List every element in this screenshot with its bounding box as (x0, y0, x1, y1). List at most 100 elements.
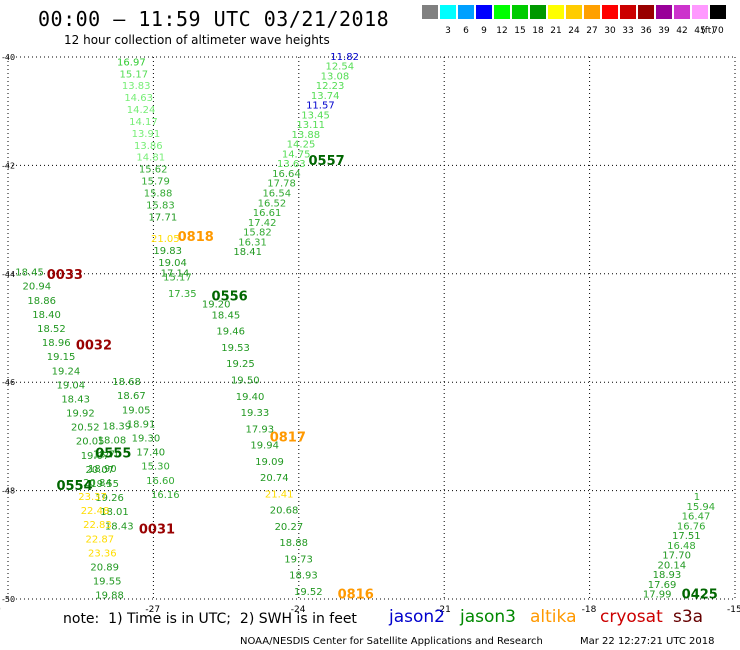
wave-height-value: 15.30 (141, 462, 170, 473)
wave-height-value: 19.05 (122, 405, 151, 416)
wave-height-value: 18.41 (233, 247, 262, 258)
wave-height-value: 13.88 (292, 130, 321, 141)
wave-height-value: 18.86 (27, 296, 56, 307)
wave-height-value: 19.55 (90, 479, 119, 490)
wave-height-value: 19.83 (153, 246, 182, 257)
scale-label: 33 (622, 26, 634, 36)
pass-time-label: 0033 (47, 268, 83, 283)
wave-height-value: 1 (694, 492, 700, 503)
chart-subtitle: 12 hour collection of altimeter wave hei… (64, 33, 330, 47)
pass-time-label: 0557 (308, 154, 344, 169)
wave-height-value: 19.52 (294, 587, 323, 598)
x-tick-label: -18 (582, 605, 597, 615)
wave-height-value: 17.69 (648, 580, 677, 591)
wave-height-value: 13.83 (122, 81, 151, 92)
wave-height-value: 19.50 (231, 375, 260, 386)
wave-height-value: 21.41 (265, 489, 294, 500)
wave-height-value: 17.14 (161, 269, 190, 280)
scale-swatch (548, 5, 564, 19)
wave-height-value: 18.08 (98, 436, 127, 447)
wave-height-value: 15.94 (687, 502, 716, 513)
y-tick-label: -48 (2, 487, 15, 496)
pass-time-label: 0425 (682, 588, 718, 603)
wave-height-value: 17.99 (643, 590, 672, 601)
scale-label: 42 (676, 26, 688, 36)
scale-label: 30 (604, 26, 616, 36)
footer-note: note: 1) Time is in UTC; 2) SWH is in fe… (63, 611, 357, 627)
scale-label: 70 (712, 26, 724, 36)
wave-height-value: 18.52 (37, 324, 66, 335)
y-tick-label: -46 (2, 378, 15, 387)
wave-height-value: 15.82 (243, 228, 272, 239)
pass-time-label: 0818 (178, 230, 214, 245)
wave-height-value: 14.24 (127, 105, 156, 116)
wave-height-value: 18.45 (15, 268, 44, 279)
pass-time-label: 0032 (76, 338, 112, 353)
wave-height-value: 20.84 (83, 478, 112, 489)
y-tick-label: -50 (2, 595, 15, 604)
wave-height-value: 20.74 (260, 473, 289, 484)
wave-height-value: 19.25 (226, 359, 255, 370)
pass-time-label: 0555 (95, 447, 131, 462)
satellite-name: jason3 (460, 607, 516, 627)
scale-swatch (620, 5, 636, 19)
wave-height-value: 16.48 (667, 541, 696, 552)
wave-height-value: 18.68 (112, 377, 141, 388)
wave-height-value: 19.15 (47, 352, 76, 363)
scale-swatch (440, 5, 456, 19)
scale-label: 24 (568, 26, 580, 36)
wave-height-value: 20.27 (275, 522, 304, 533)
scale-label: 36 (640, 26, 652, 36)
wave-height-value: 19.92 (66, 409, 95, 420)
wave-height-value: 19.73 (284, 554, 313, 565)
wave-height-value: 14.25 (287, 140, 316, 151)
pass-time-label: 0554 (56, 479, 92, 494)
wave-height-value: 19.07 (81, 451, 110, 462)
satellite-name: jason2 (389, 607, 445, 627)
wave-height-value: 13.91 (132, 129, 161, 140)
wave-height-value: 13.11 (296, 120, 325, 131)
wave-height-value: 20.07 (86, 465, 115, 476)
wave-height-value: 18.70 (93, 450, 122, 461)
wave-height-value: 14.75 (282, 149, 311, 160)
wave-height-value: 17.51 (672, 531, 701, 542)
scale-label: 21 (550, 26, 562, 36)
wave-height-value: 12.54 (325, 62, 354, 73)
x-tick-label: -15 (727, 605, 740, 615)
wave-height-value: 16.97 (117, 57, 146, 68)
wave-height-value: 17.71 (149, 212, 178, 223)
wave-height-value: 15.88 (144, 189, 173, 200)
wave-height-value: 20.52 (71, 423, 100, 434)
wave-height-value: 16.61 (253, 208, 282, 219)
wave-height-value: 19.46 (216, 327, 245, 338)
wave-height-value: 22.87 (86, 534, 115, 545)
wave-height-value: 17.42 (248, 218, 277, 229)
wave-height-value: 20.68 (270, 506, 299, 517)
wave-height-value: 18.90 (88, 464, 117, 475)
wave-height-value: 15.17 (119, 69, 148, 80)
scale-label: 45 (694, 26, 706, 36)
wave-height-value: 16.64 (272, 169, 301, 180)
scale-label: 6 (463, 26, 469, 36)
wave-height-value: 18.93 (653, 570, 682, 581)
wave-height-value: 16.54 (262, 189, 291, 200)
wave-height-value: 17.93 (245, 424, 274, 435)
wave-height-value: 17.35 (168, 289, 197, 300)
wave-height-value: 13.63 (277, 159, 306, 170)
wave-height-value: 13.74 (311, 91, 340, 102)
wave-height-value: 19.04 (158, 258, 187, 269)
wave-height-value: 17.40 (136, 448, 165, 459)
x-tick-label: -24 (291, 605, 306, 615)
wave-height-value: 16.47 (682, 512, 711, 523)
pass-time-label: 0817 (270, 430, 306, 445)
wave-height-value: 19.24 (52, 366, 81, 377)
scale-unit-label: (ft) (701, 26, 715, 36)
scale-swatch (710, 5, 726, 19)
generated-timestamp: Mar 22 12:27:21 UTC 2018 (580, 636, 715, 647)
wave-height-value: 18.93 (289, 571, 318, 582)
x-tick-label: -30 (0, 605, 1, 615)
wave-height-value: 19.94 (250, 441, 279, 452)
scale-swatch (674, 5, 690, 19)
scale-label: 15 (514, 26, 526, 36)
